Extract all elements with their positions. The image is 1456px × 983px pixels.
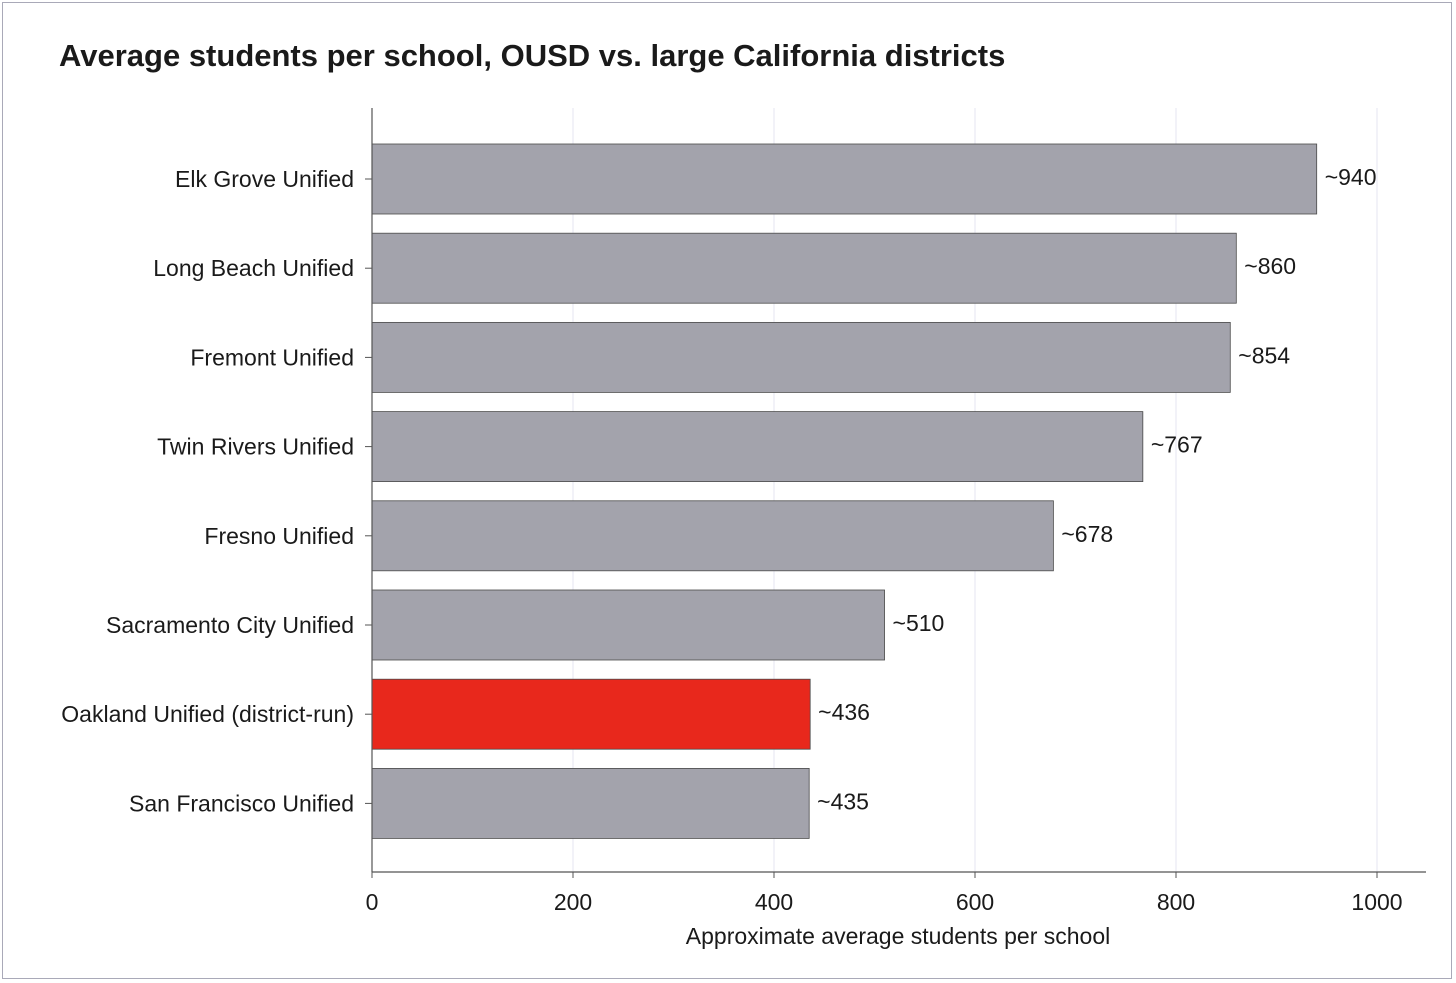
value-label: ~940	[1325, 164, 1377, 190]
grid-lines	[572, 108, 1378, 872]
category-label: Twin Rivers Unified	[157, 434, 354, 460]
bar-7	[371, 768, 810, 839]
x-axis-title: Approximate average students per school	[686, 923, 1110, 949]
category-label: Fresno Unified	[204, 523, 354, 549]
category-label: Sacramento City Unified	[106, 612, 354, 638]
value-label: ~678	[1061, 521, 1113, 547]
bar-4	[371, 500, 1054, 572]
category-label: Oakland Unified (district-run)	[61, 701, 354, 727]
bar-6	[371, 678, 811, 750]
x-tick-label: 1000	[1351, 889, 1402, 915]
x-tick-label: 0	[366, 889, 379, 915]
x-tick-label: 600	[956, 889, 994, 915]
bars	[371, 143, 1318, 839]
x-tick-label: 400	[755, 889, 793, 915]
category-label: Long Beach Unified	[153, 255, 354, 281]
bar-3	[371, 411, 1144, 483]
value-label: ~436	[818, 699, 870, 725]
value-label: ~767	[1151, 432, 1203, 458]
bar-2	[371, 321, 1231, 393]
bar-0	[371, 143, 1318, 215]
labels: 0 200 400 600 800 1000 Elk Grove Unified ~940 Lo…	[61, 164, 1402, 915]
bar-5	[371, 589, 885, 661]
axes	[365, 108, 1426, 878]
value-label: ~435	[817, 788, 869, 814]
value-label: ~854	[1238, 342, 1290, 368]
x-tick-label: 200	[554, 889, 592, 915]
x-tick-label: 800	[1157, 889, 1195, 915]
value-label: ~510	[893, 610, 945, 636]
chart-title: Average students per school, OUSD vs. la…	[59, 38, 1006, 73]
category-label: Fremont Unified	[190, 344, 354, 370]
category-label: San Francisco Unified	[129, 790, 354, 816]
value-label: ~860	[1244, 253, 1296, 279]
bar-1	[371, 232, 1237, 304]
category-label: Elk Grove Unified	[175, 166, 354, 192]
